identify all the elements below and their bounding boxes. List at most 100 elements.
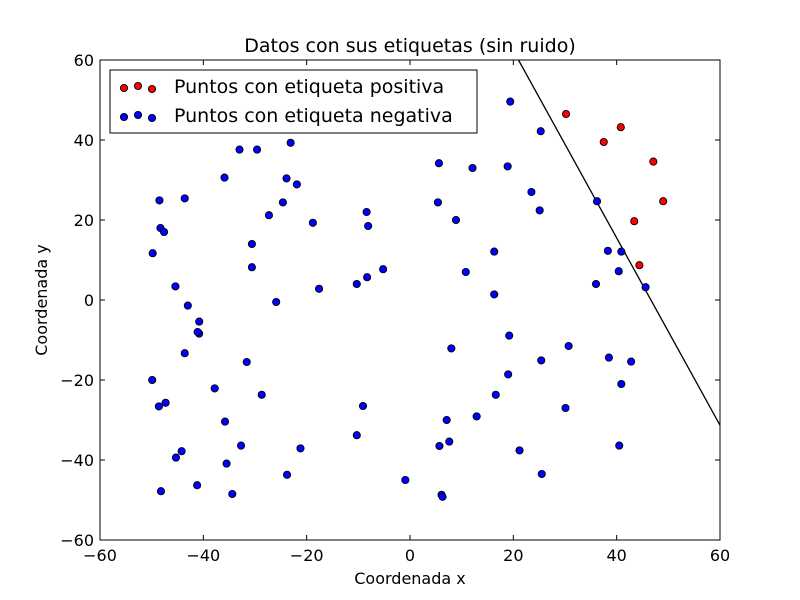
point-negative [177, 447, 186, 456]
legend-marker-negative [119, 112, 129, 122]
point-positive [630, 217, 639, 226]
separator-line [517, 60, 720, 426]
point-negative [278, 198, 287, 207]
point-negative [247, 263, 256, 272]
point-negative [282, 174, 291, 183]
y-tick-label: −20 [60, 371, 94, 390]
point-negative [282, 470, 292, 479]
point-negative [591, 279, 601, 289]
legend-marker-negative [133, 110, 143, 120]
point-negative [435, 441, 444, 451]
point-negative [614, 267, 623, 276]
point-negative [434, 159, 443, 168]
y-tick-label: 0 [84, 291, 94, 310]
point-negative [617, 379, 626, 389]
point-negative [358, 401, 368, 411]
point-negative [537, 356, 546, 365]
point-negative [183, 301, 192, 310]
y-tick-label: 20 [74, 211, 94, 230]
x-tick-label: −60 [83, 546, 117, 565]
point-negative [603, 246, 612, 255]
point-negative [161, 398, 170, 407]
point-negative [148, 249, 157, 258]
point-negative [155, 196, 164, 205]
point-negative [195, 317, 204, 326]
point-negative [447, 344, 456, 353]
legend: Puntos con etiqueta positiva Puntos con … [109, 69, 478, 134]
legend-marker-positive [147, 84, 157, 94]
legend-box [109, 69, 478, 134]
point-negative [236, 441, 246, 450]
point-negative [220, 417, 230, 426]
point-negative [156, 487, 166, 496]
point-positive [616, 123, 625, 132]
point-negative [561, 403, 570, 413]
axis-ticks: −60 −40 −20 0 20 40 60 −60 −40 −20 0 20 40 60 [60, 51, 730, 565]
point-negative [472, 412, 481, 421]
x-tick-label: −40 [186, 546, 220, 565]
point-negative [438, 492, 447, 501]
point-negative [257, 390, 266, 399]
x-tick-label: −20 [290, 546, 324, 565]
y-axis-label: Coordenada y [32, 244, 51, 356]
point-negative [564, 341, 573, 351]
point-negative [154, 402, 163, 411]
point-positive [635, 261, 644, 270]
point-negative [193, 327, 202, 337]
x-tick-label: 40 [606, 546, 626, 565]
point-negative [527, 187, 536, 197]
y-tick-label: −40 [60, 451, 94, 470]
point-positive [599, 137, 608, 147]
y-tick-label: 40 [74, 131, 94, 150]
point-negative [296, 444, 305, 453]
point-negative [433, 198, 442, 207]
point-negative [180, 349, 189, 358]
x-tick-label: 60 [710, 546, 730, 565]
point-negative [504, 370, 513, 379]
point-negative [468, 163, 477, 173]
point-negative [253, 145, 262, 154]
x-tick-label: 20 [503, 546, 523, 565]
legend-marker-negative [147, 113, 157, 123]
point-negative [627, 357, 636, 366]
point-negative [604, 353, 613, 362]
point-negative [235, 145, 244, 154]
point-negative [505, 331, 514, 340]
point-negative [535, 206, 544, 215]
point-negative [264, 211, 274, 220]
plot-area [148, 60, 720, 501]
point-negative [193, 481, 202, 490]
point-negative [210, 384, 219, 393]
point-negative [272, 297, 281, 307]
point-negative [445, 437, 454, 446]
point-negative [247, 239, 256, 249]
point-negative [379, 265, 388, 274]
point-negative [315, 284, 324, 293]
point-negative [490, 247, 499, 256]
point-negative [442, 415, 451, 425]
point-negative [641, 283, 650, 292]
point-negative [171, 453, 180, 462]
y-tick-label: −60 [60, 531, 94, 550]
point-negative [242, 357, 251, 367]
point-negative [451, 215, 461, 225]
point-negative [286, 138, 295, 147]
point-negative [461, 267, 470, 277]
point-negative [491, 390, 500, 399]
point-negative [515, 446, 524, 455]
x-axis-label: Coordenada x [354, 569, 466, 588]
point-negative [503, 162, 512, 171]
point-negative [363, 273, 372, 282]
legend-marker-positive [119, 83, 129, 93]
legend-label-positive: Puntos con etiqueta positiva [174, 76, 444, 98]
point-negative [228, 489, 237, 499]
point-negative [160, 227, 169, 237]
point-negative [490, 290, 499, 299]
point-negative [220, 173, 229, 182]
legend-label-negative: Puntos con etiqueta negativa [174, 105, 453, 127]
point-negative [536, 127, 545, 136]
point-negative [171, 282, 180, 291]
point-negative [352, 431, 361, 440]
x-tick-label: 0 [405, 546, 415, 565]
point-negative [364, 221, 373, 231]
